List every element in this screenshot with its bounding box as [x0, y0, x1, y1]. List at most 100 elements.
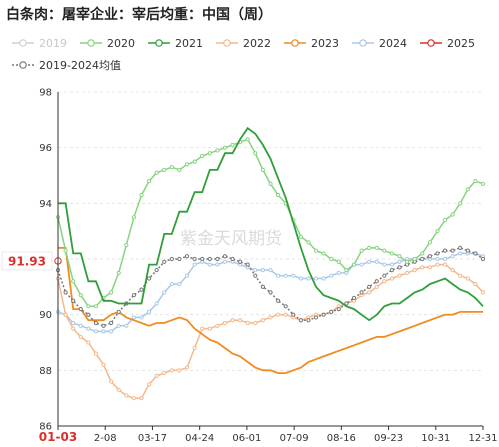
- data-point: [329, 273, 334, 278]
- data-point: [139, 396, 144, 401]
- x-tick-label: 12-31: [468, 433, 497, 444]
- data-point: [192, 256, 197, 262]
- x-tick-label: 04-24: [185, 433, 214, 444]
- data-point: [374, 284, 379, 289]
- data-point: [374, 259, 379, 264]
- data-point: [215, 262, 220, 267]
- data-point: [63, 290, 68, 295]
- data-point: [351, 262, 357, 267]
- legend-swatch-marker: [19, 61, 27, 69]
- data-point: [78, 307, 83, 312]
- data-point: [124, 393, 129, 398]
- data-point: [435, 251, 440, 256]
- data-point: [139, 315, 144, 320]
- data-point: [313, 276, 319, 281]
- data-point: [162, 167, 167, 173]
- data-point: [427, 254, 432, 259]
- data-point: [283, 273, 288, 278]
- legend-swatch-marker: [359, 39, 367, 47]
- legend-swatch-marker: [427, 39, 435, 47]
- data-point: [63, 312, 68, 317]
- data-point: [177, 256, 182, 262]
- data-point: [382, 248, 387, 253]
- data-point: [169, 165, 174, 170]
- data-point: [230, 142, 235, 147]
- y-highlight-label: 91.93: [8, 254, 46, 268]
- data-point: [109, 379, 114, 384]
- y-tick-label: 86: [39, 422, 52, 433]
- data-point: [374, 245, 379, 250]
- data-point: [382, 262, 387, 267]
- data-point: [260, 167, 266, 173]
- legend-swatch-marker: [87, 39, 95, 47]
- data-point: [465, 276, 470, 281]
- legend-item-2021: 2021: [148, 37, 203, 50]
- data-point: [63, 248, 68, 253]
- y-highlight-box: [1, 251, 53, 271]
- data-point: [344, 268, 349, 273]
- legend-label: 2019: [39, 37, 67, 50]
- data-point: [359, 262, 364, 267]
- data-point: [389, 251, 395, 256]
- data-point: [86, 304, 91, 309]
- data-point: [260, 318, 266, 323]
- data-point: [291, 273, 296, 278]
- data-point: [321, 312, 326, 317]
- data-point: [146, 309, 152, 314]
- data-point: [435, 256, 440, 262]
- data-point: [480, 290, 486, 295]
- data-point: [169, 256, 174, 262]
- data-point: [177, 281, 182, 287]
- data-point: [116, 309, 121, 314]
- data-point: [146, 178, 152, 184]
- data-point: [78, 293, 83, 298]
- legend-label: 2024: [379, 37, 407, 50]
- y-tick-label: 88: [39, 366, 52, 377]
- data-point: [162, 290, 167, 295]
- data-point: [184, 254, 190, 259]
- data-point: [71, 298, 76, 303]
- data-point: [450, 248, 455, 253]
- legend-label: 2022: [243, 37, 271, 50]
- data-point: [215, 323, 220, 328]
- data-point: [313, 248, 319, 253]
- data-point: [184, 162, 190, 167]
- data-point: [93, 329, 99, 334]
- data-point: [86, 312, 91, 317]
- data-point: [329, 256, 334, 262]
- data-point: [298, 234, 303, 239]
- legend-label: 2023: [311, 37, 339, 50]
- data-point: [154, 268, 159, 273]
- series-2019-2024均值: [55, 245, 486, 328]
- x-tick-label: 07-09: [280, 433, 309, 444]
- data-point: [253, 320, 258, 326]
- data-point: [177, 167, 182, 173]
- data-point: [473, 251, 478, 256]
- data-point: [192, 345, 197, 351]
- data-point: [131, 293, 136, 298]
- series-layer: [54, 126, 486, 401]
- data-point: [245, 262, 250, 267]
- data-point: [420, 251, 425, 256]
- data-point: [207, 262, 212, 267]
- data-point: [382, 279, 387, 284]
- data-point: [124, 242, 129, 248]
- data-point: [420, 265, 425, 270]
- data-point: [321, 276, 326, 281]
- data-point: [336, 259, 341, 264]
- data-point: [71, 320, 76, 326]
- data-point: [268, 268, 273, 273]
- data-point: [442, 217, 448, 223]
- data-point: [329, 309, 334, 314]
- data-point: [139, 287, 144, 292]
- data-point: [427, 240, 432, 245]
- data-point: [268, 315, 273, 320]
- data-point: [367, 290, 372, 295]
- data-point: [389, 268, 395, 273]
- series-line: [58, 126, 484, 322]
- data-point: [116, 387, 121, 392]
- x-tick-label: 03-17: [138, 433, 167, 444]
- data-point: [71, 279, 76, 284]
- data-point: [222, 254, 228, 259]
